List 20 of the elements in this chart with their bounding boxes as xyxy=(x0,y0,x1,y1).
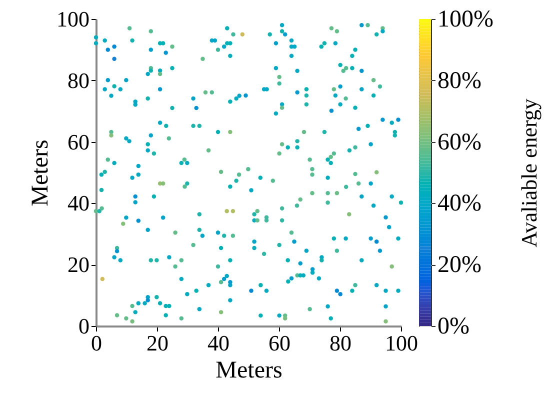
y-axis-title: Meters xyxy=(28,140,54,206)
y-tick-label: 80 xyxy=(68,68,90,93)
y-tick-label: 20 xyxy=(68,252,90,278)
color-bar-title: Avaliable energy xyxy=(516,98,542,248)
y-tick-label: 40 xyxy=(68,190,90,216)
x-tick-label: 40 xyxy=(208,330,230,356)
x-tick-label: 100 xyxy=(385,330,418,356)
y-tick-label: 0 xyxy=(78,314,90,338)
x-axis-title: Meters xyxy=(216,358,282,384)
color-bar-label: 40% xyxy=(438,190,482,217)
x-tick-label: 20 xyxy=(146,330,168,356)
color-bar-label: 60% xyxy=(438,129,482,156)
x-tick-label: 60 xyxy=(268,330,290,356)
color-bar-label: 100% xyxy=(438,6,494,32)
color-bar-label: 80% xyxy=(438,68,482,94)
x-tick-label: 80 xyxy=(330,330,352,356)
color-bar-label: 0% xyxy=(438,314,470,340)
y-tick-label: 60 xyxy=(68,129,90,154)
y-tick-label: 100 xyxy=(56,6,90,32)
color-bar-label: 20% xyxy=(438,252,482,278)
